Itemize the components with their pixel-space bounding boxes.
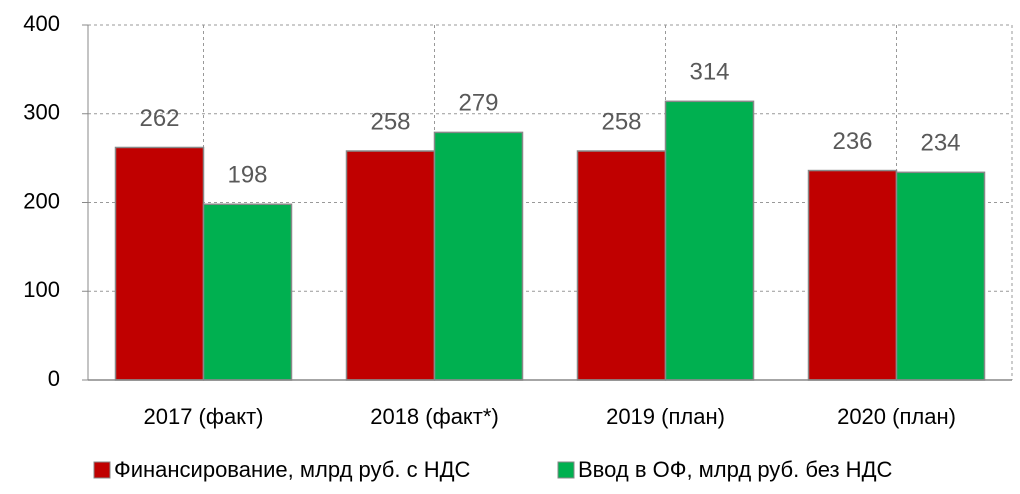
bar [345, 150, 436, 381]
value-label: 314 [689, 59, 729, 86]
value-label: 236 [832, 128, 872, 155]
value-label: 258 [370, 108, 410, 135]
value-label: 258 [601, 108, 641, 135]
bar [664, 100, 755, 381]
bar [202, 203, 293, 381]
y-tick-label: 200 [23, 188, 60, 213]
y-tick-label: 0 [48, 366, 60, 391]
bar [433, 131, 524, 381]
bar [895, 171, 986, 381]
bar [807, 169, 898, 381]
y-tick-label: 300 [23, 100, 60, 125]
value-label: 262 [139, 105, 179, 132]
legend-swatch [93, 461, 111, 479]
value-label: 198 [227, 162, 267, 189]
legend-swatch [557, 461, 575, 479]
legend-label: Финансирование, млрд руб. с НДС [114, 457, 470, 482]
value-label: 234 [920, 130, 960, 157]
x-tick-label: 2019 (план) [606, 404, 725, 429]
value-label: 279 [458, 90, 498, 117]
bar [576, 150, 667, 381]
x-tick-label: 2018 (факт*) [370, 404, 499, 429]
bar [114, 146, 205, 381]
y-tick-label: 400 [23, 11, 60, 36]
x-tick-label: 2017 (факт) [144, 404, 264, 429]
legend-label: Ввод в ОФ, млрд руб. без НДС [578, 457, 892, 482]
y-tick-label: 100 [23, 277, 60, 302]
x-tick-label: 2020 (план) [837, 404, 956, 429]
